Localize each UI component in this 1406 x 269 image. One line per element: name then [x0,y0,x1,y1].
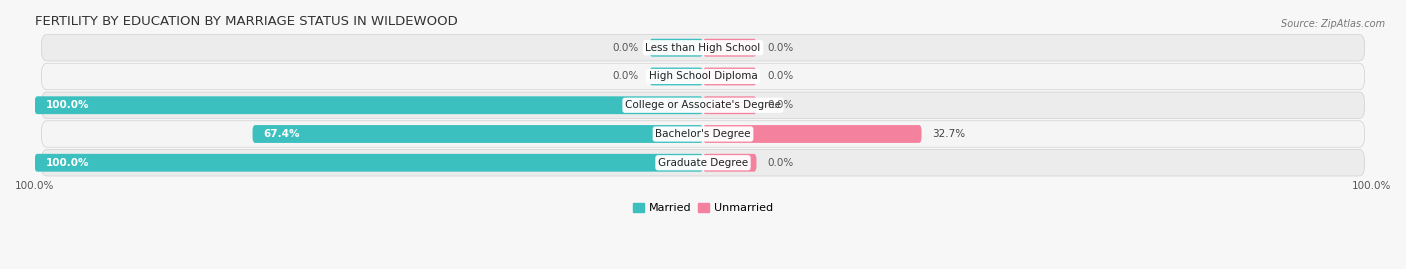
Text: 0.0%: 0.0% [613,72,638,82]
FancyBboxPatch shape [703,39,756,57]
Text: 32.7%: 32.7% [932,129,966,139]
FancyBboxPatch shape [703,68,756,85]
Text: Graduate Degree: Graduate Degree [658,158,748,168]
FancyBboxPatch shape [41,92,1365,118]
Text: FERTILITY BY EDUCATION BY MARRIAGE STATUS IN WILDEWOOD: FERTILITY BY EDUCATION BY MARRIAGE STATU… [35,15,457,28]
Legend: Married, Unmarried: Married, Unmarried [628,198,778,218]
Text: High School Diploma: High School Diploma [648,72,758,82]
Text: 67.4%: 67.4% [263,129,299,139]
FancyBboxPatch shape [41,121,1365,147]
Text: 0.0%: 0.0% [768,100,793,110]
FancyBboxPatch shape [41,150,1365,176]
FancyBboxPatch shape [41,63,1365,90]
FancyBboxPatch shape [703,125,921,143]
Text: Source: ZipAtlas.com: Source: ZipAtlas.com [1281,19,1385,29]
Text: 0.0%: 0.0% [768,72,793,82]
FancyBboxPatch shape [41,34,1365,61]
Text: Less than High School: Less than High School [645,43,761,53]
FancyBboxPatch shape [650,68,703,85]
FancyBboxPatch shape [703,154,756,172]
Text: Bachelor's Degree: Bachelor's Degree [655,129,751,139]
FancyBboxPatch shape [253,125,703,143]
FancyBboxPatch shape [703,96,756,114]
Text: 0.0%: 0.0% [768,158,793,168]
FancyBboxPatch shape [650,39,703,57]
Text: 0.0%: 0.0% [613,43,638,53]
Text: College or Associate's Degree: College or Associate's Degree [626,100,780,110]
Text: 0.0%: 0.0% [768,43,793,53]
FancyBboxPatch shape [35,96,703,114]
Text: 100.0%: 100.0% [45,158,89,168]
FancyBboxPatch shape [35,154,703,172]
Text: 100.0%: 100.0% [45,100,89,110]
